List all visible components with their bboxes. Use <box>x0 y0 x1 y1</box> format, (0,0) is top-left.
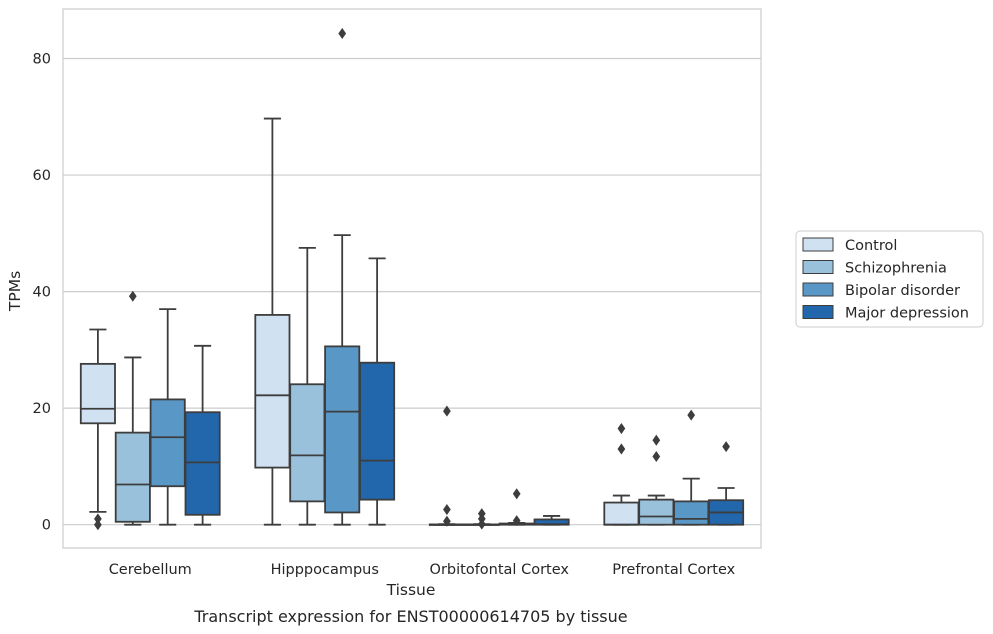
box-series <box>79 27 745 531</box>
box-group <box>603 423 640 526</box>
box-group <box>708 441 745 526</box>
outlier-point <box>94 519 102 531</box>
legend-swatch <box>802 237 834 252</box>
box-group <box>149 308 186 526</box>
x-tick-label: Orbitofontal Cortex <box>430 562 570 578</box>
outlier-point <box>512 515 521 527</box>
box-group <box>359 257 396 526</box>
legend-label: Bipolar disorder <box>845 283 960 299</box>
legend-items: Control Schizophrenia Bipolar disorder Majo… <box>802 237 969 322</box>
outlier-point <box>443 504 451 516</box>
outlier-point <box>512 488 521 500</box>
box-group <box>638 434 675 526</box>
box <box>149 398 186 488</box>
outlier-point <box>652 450 661 463</box>
y-tick-label: 40 <box>33 285 51 301</box>
y-tick-labels: 0 20 40 60 80 <box>33 52 51 534</box>
legend-swatch <box>802 260 834 274</box>
box-group <box>428 405 465 527</box>
box-group <box>498 488 535 527</box>
x-tick-label: Cerebellum <box>109 562 192 578</box>
box <box>254 314 291 469</box>
plot-area-frame <box>62 8 762 549</box>
outlier-point <box>687 409 696 421</box>
box <box>603 501 640 526</box>
legend-label: Major depression <box>845 306 969 322</box>
box <box>673 500 710 526</box>
outlier-point <box>617 423 626 435</box>
outlier-point <box>443 405 451 417</box>
box <box>184 411 221 516</box>
box-group <box>114 290 151 526</box>
x-tick-label: Prefrontal Cortex <box>612 562 735 578</box>
legend-swatch <box>802 282 834 297</box>
outlier-point <box>652 434 661 446</box>
y-tick-label: 20 <box>33 401 51 417</box>
y-tick-label: 0 <box>42 518 51 534</box>
box <box>638 498 675 526</box>
box-group <box>463 508 500 530</box>
box <box>114 431 151 523</box>
y-tick-label: 80 <box>33 52 51 68</box>
outlier-point <box>722 441 730 453</box>
box <box>359 361 396 501</box>
box-group <box>673 409 710 526</box>
x-tick-label: Hipppocampus <box>271 562 379 578</box>
outlier-point <box>617 443 626 455</box>
box-group <box>289 247 326 526</box>
box-group <box>184 344 221 526</box>
box-group <box>254 117 291 526</box>
outlier-point <box>128 290 137 302</box>
box-group <box>324 27 361 526</box>
figure-caption: Transcript expression for ENST0000061470… <box>193 607 627 626</box>
legend: Control Schizophrenia Bipolar disorder Majo… <box>795 230 984 328</box>
box <box>79 362 116 425</box>
outlier-point <box>477 518 486 530</box>
legend-label: Schizophrenia <box>845 261 947 277</box>
x-axis-label: Tissue <box>386 581 436 599</box>
legend-label: Control <box>845 238 897 254</box>
y-axis-label: TPMs <box>6 271 24 312</box>
box <box>324 345 361 514</box>
outlier-point <box>443 515 451 527</box>
y-tick-label: 60 <box>33 168 51 184</box>
outlier-point <box>338 27 347 39</box>
box <box>289 383 326 503</box>
x-tick-labels: Cerebellum Hipppocampus Orbitofontal Corte… <box>109 562 736 578</box>
legend-swatch <box>802 305 834 319</box>
box-group <box>79 328 116 531</box>
box-group <box>533 515 570 526</box>
legend-frame <box>795 230 984 328</box>
